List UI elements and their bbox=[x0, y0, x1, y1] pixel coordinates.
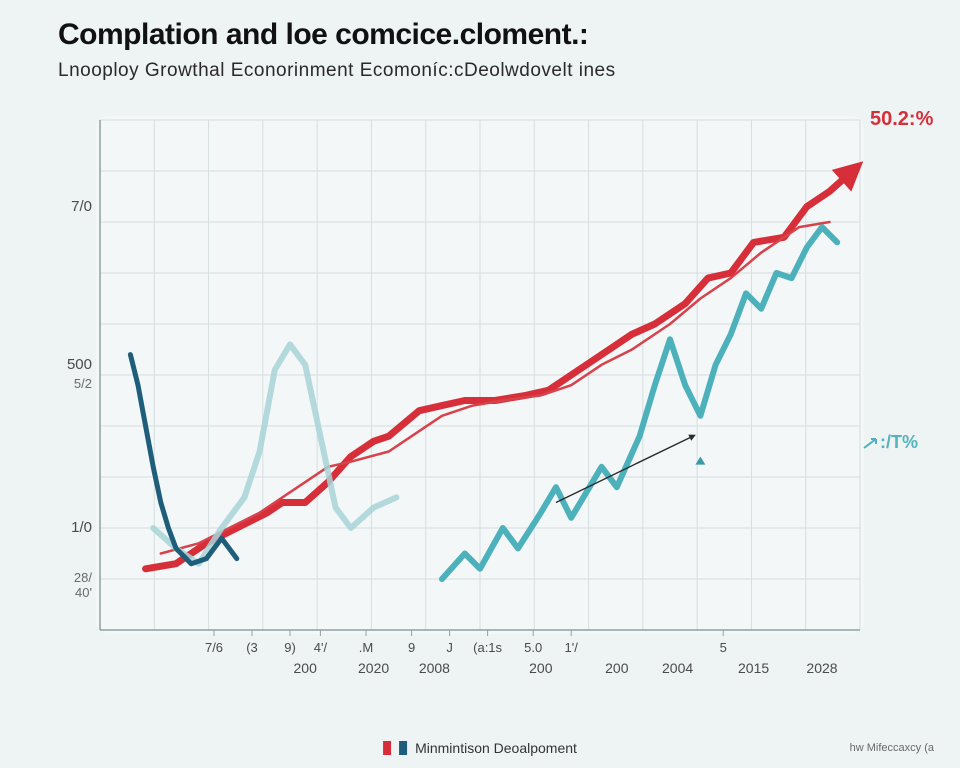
x-tick-label: 5 bbox=[720, 640, 727, 655]
y-tick-label: 5/2 bbox=[42, 376, 92, 391]
y-tick-label: 500 bbox=[42, 356, 92, 373]
teal-end-label-text: :/T% bbox=[880, 432, 918, 452]
y-tick-label: 1/0 bbox=[42, 519, 92, 536]
legend: Minmintison Deoalpoment bbox=[383, 740, 577, 756]
y-tick-label: 7/0 bbox=[42, 198, 92, 215]
x-tick-label: 2028 bbox=[806, 660, 837, 676]
x-tick-label: 5.0 bbox=[524, 640, 542, 655]
x-tick-label: J bbox=[446, 640, 453, 655]
x-tick-label: 1'/ bbox=[565, 640, 578, 655]
x-tick-label: 9) bbox=[284, 640, 296, 655]
y-tick-label: 28/ bbox=[42, 570, 92, 585]
legend-label: Minmintison Deoalpoment bbox=[415, 740, 577, 756]
arrow-up-right-icon bbox=[862, 436, 880, 450]
x-tick-label: 2004 bbox=[662, 660, 693, 676]
y-tick-label: 40' bbox=[42, 585, 92, 600]
series-end-label-red: 50.2:% bbox=[870, 108, 933, 131]
legend-swatch-navy bbox=[399, 741, 407, 755]
x-tick-label: 4'/ bbox=[314, 640, 327, 655]
x-tick-label: 2020 bbox=[358, 660, 389, 676]
x-tick-label: 2015 bbox=[738, 660, 769, 676]
x-tick-label: (a:1s bbox=[473, 640, 502, 655]
x-tick-label: 9 bbox=[408, 640, 415, 655]
x-tick-label: 200 bbox=[605, 660, 628, 676]
x-tick-label: 2008 bbox=[419, 660, 450, 676]
x-tick-label: 7/6 bbox=[205, 640, 223, 655]
x-tick-label: .M bbox=[359, 640, 373, 655]
footer-attribution: hw Mifeccaxcy (a bbox=[850, 742, 934, 754]
series-end-label-teal: :/T% bbox=[862, 432, 918, 453]
x-tick-label: 200 bbox=[529, 660, 552, 676]
legend-swatch-red bbox=[383, 741, 391, 755]
x-tick-label: (3 bbox=[246, 640, 258, 655]
x-tick-label: 200 bbox=[294, 660, 317, 676]
